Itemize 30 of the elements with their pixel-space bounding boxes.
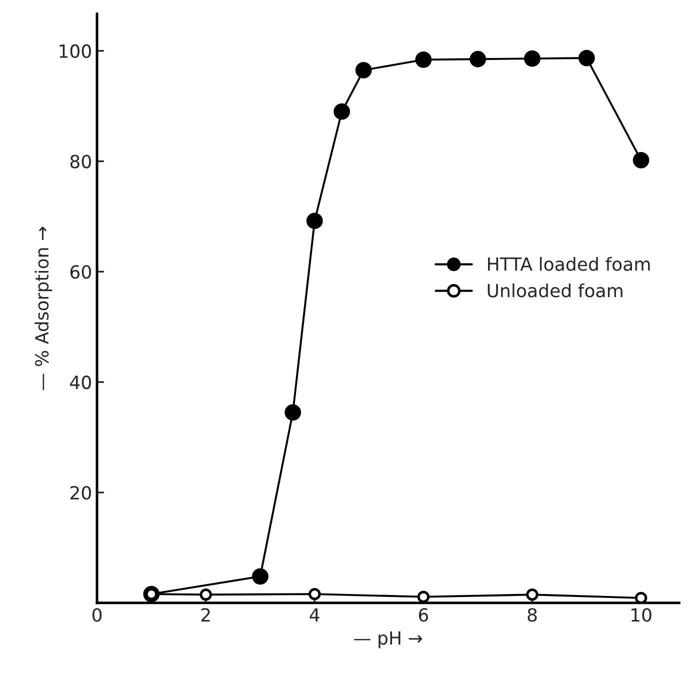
point xyxy=(417,590,430,603)
point xyxy=(632,152,650,168)
y-tick-label: 40 xyxy=(70,376,91,390)
point xyxy=(634,592,648,603)
point xyxy=(415,51,432,68)
x-tick-label: 6 xyxy=(418,608,428,622)
point xyxy=(252,568,268,585)
x-tick-label: 10 xyxy=(632,608,652,622)
point xyxy=(578,50,595,66)
point xyxy=(470,50,486,68)
x-tick-label: 4 xyxy=(310,608,320,622)
point xyxy=(526,588,538,601)
point xyxy=(334,103,350,120)
point xyxy=(306,212,323,230)
y-axis-title: — % Adsorption → xyxy=(34,226,52,390)
x-axis-title: — pH → xyxy=(354,631,422,648)
point xyxy=(284,404,302,421)
y-tick-label: 20 xyxy=(70,486,91,500)
y-tick-label: 60 xyxy=(70,265,91,279)
point xyxy=(524,50,540,67)
x-tick-label: 0 xyxy=(92,608,102,622)
x-tick-label: 2 xyxy=(201,608,210,622)
point xyxy=(355,62,372,78)
y-tick-label: 80 xyxy=(70,154,91,168)
x-tick-label: 8 xyxy=(528,608,537,622)
point xyxy=(308,588,321,600)
legend-label: Unloaded foam xyxy=(488,283,622,298)
legend-label: HTTA loaded foam xyxy=(488,256,650,271)
y-tick-label: 100 xyxy=(60,44,91,58)
point xyxy=(200,588,212,601)
